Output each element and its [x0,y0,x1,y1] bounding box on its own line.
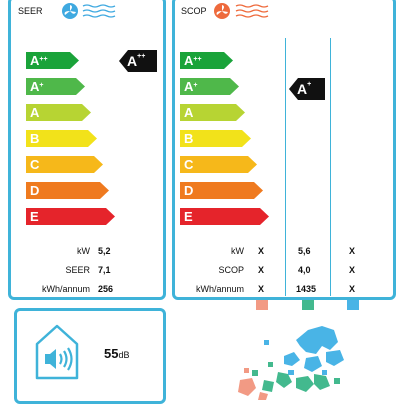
seer-row-value: 5,2 [98,246,111,256]
seer-scale-bar: E [26,208,115,225]
seer-row-label: kW [77,246,90,256]
scop-title: SCOP [181,6,207,16]
scop-rating-sup: + [307,81,312,88]
scop-warm-value: X [349,246,356,256]
scop-scale-label: C [184,157,194,172]
scop-scale-label: A+ [184,79,198,94]
seer-row-label: SEER [65,265,90,275]
seer-scale-label: E [30,209,39,224]
speaker-house-icon [33,322,81,387]
cold-zone-swatch [256,300,268,310]
noise-unit: dB [118,350,130,360]
scop-column-divider [285,38,286,296]
seer-scale-bar: C [26,156,103,173]
scop-scale-label: B [184,131,194,146]
scop-scale-bar: A++ [180,52,233,69]
scop-scale-label: A++ [184,53,202,68]
scop-row-label: kWh/annum [195,284,244,294]
scop-scale-bar: A [180,104,245,121]
warm-zone-swatch [347,300,359,310]
seer-rating-sup: ++ [137,53,146,60]
noise-value: 55 [104,346,119,361]
scop-scale-bar: D [180,182,263,199]
scop-average-value: 4,0 [298,265,311,275]
noise-level: 55dB [104,346,129,361]
seer-scale-label: D [30,183,40,198]
fan-cool-icon [61,2,121,25]
seer-row-value: 256 [98,284,114,294]
seer-scale-label: A++ [30,53,48,68]
scop-rating-badge: A+ [289,78,325,105]
seer-scale-bar: A++ [26,52,79,69]
scop-scale-label: E [184,209,193,224]
seer-scale-bar: D [26,182,109,199]
scop-scale-bar: A+ [180,78,239,95]
seer-scale-label: A [30,105,40,120]
scop-cold-value: X [258,284,265,294]
scop-column-divider [330,38,331,296]
scop-average-value: 1435 [296,284,317,294]
seer-rating-letter: A [127,53,138,69]
seer-scale-label: A+ [30,79,44,94]
scop-scale-label: A [184,105,194,120]
scop-scale-label: D [184,183,194,198]
scop-scale-bar: E [180,208,269,225]
scop-panel [172,0,396,300]
seer-row-label: kWh/annum [41,284,90,294]
scop-warm-value: X [349,265,356,275]
europe-map-icon [226,316,356,405]
seer-rating-badge: A++ [119,50,157,77]
average-zone-swatch [302,300,314,310]
scop-cold-value: X [258,246,265,256]
scop-row-label: SCOP [218,265,244,275]
seer-title: SEER [18,6,43,16]
seer-scale-bar: A [26,104,91,121]
seer-scale-bar: B [26,130,97,147]
scop-cold-value: X [258,265,265,275]
seer-scale-label: C [30,157,40,172]
seer-scale-bar: A+ [26,78,85,95]
scop-warm-value: X [349,284,356,294]
scop-rating-letter: A [297,81,308,97]
scop-scale-bar: C [180,156,257,173]
fan-heat-icon [213,2,275,25]
seer-row-value: 7,1 [98,265,111,275]
scop-scale-bar: B [180,130,251,147]
noise-panel [14,308,166,404]
scop-average-value: 5,6 [298,246,311,256]
seer-scale-label: B [30,131,40,146]
scop-row-label: kW [231,246,244,256]
